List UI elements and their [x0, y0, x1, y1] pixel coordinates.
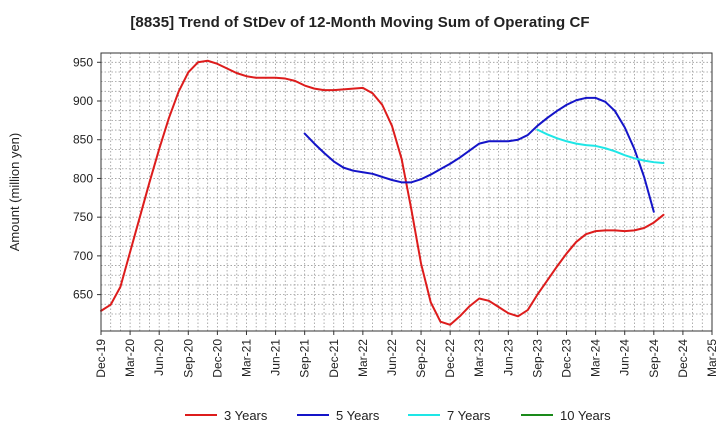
y-tick-label: 750 — [73, 210, 93, 224]
x-tick-label: Dec-24 — [676, 339, 690, 378]
y-tick-label: 900 — [73, 94, 93, 108]
x-tick-label: Dec-22 — [443, 339, 457, 378]
legend-label: 7 Years — [447, 408, 491, 423]
y-tick-label: 850 — [73, 133, 93, 147]
x-tick-label: Dec-19 — [94, 339, 108, 378]
series-lines — [100, 59, 665, 326]
x-tick-label: Mar-25 — [705, 339, 719, 377]
legend-label: 3 Years — [224, 408, 268, 423]
x-tick-label: Sep-24 — [647, 339, 661, 378]
x-tick-label: Dec-23 — [560, 339, 574, 378]
y-axis-ticks: 650 700 750 800 850 900 950 — [73, 55, 101, 302]
y-tick-label: 800 — [73, 171, 93, 185]
x-tick-label: Jun-23 — [501, 339, 515, 376]
y-tick-label: 650 — [73, 288, 93, 302]
y-tick-label: 950 — [73, 55, 93, 69]
x-tick-label: Mar-22 — [356, 339, 370, 377]
y-axis-title: Amount (million yen) — [7, 133, 22, 252]
legend-label: 10 Years — [560, 408, 611, 423]
series-line-5-years — [303, 96, 655, 213]
y-tick-label: 700 — [73, 249, 93, 263]
x-tick-label: Mar-20 — [123, 339, 137, 377]
x-tick-label: Jun-22 — [385, 339, 399, 376]
x-tick-label: Sep-22 — [414, 339, 428, 378]
x-tick-label: Mar-21 — [239, 339, 253, 377]
x-axis-ticks: Dec-19 Mar-20 Jun-20 Sep-20 Dec-20 Mar-21 Jun-… — [94, 331, 719, 378]
series-line-7-years — [536, 128, 665, 164]
x-tick-label: Sep-21 — [298, 339, 312, 378]
x-tick-label: Sep-20 — [181, 339, 195, 378]
x-tick-label: Jun-21 — [269, 339, 283, 376]
x-tick-label: Sep-23 — [530, 339, 544, 378]
x-tick-label: Mar-24 — [589, 339, 603, 377]
plot-frame — [100, 52, 713, 332]
legend: 3 Years 5 Years 7 Years 10 Years — [185, 408, 611, 423]
grid — [100, 53, 713, 331]
x-tick-label: Dec-20 — [210, 339, 224, 378]
x-tick-label: Jun-20 — [152, 339, 166, 376]
x-tick-label: Dec-21 — [327, 339, 341, 378]
x-tick-label: Jun-24 — [618, 339, 632, 376]
chart-title: [8835] Trend of StDev of 12-Month Moving… — [130, 14, 590, 31]
series-line-3-years — [100, 59, 665, 326]
legend-label: 5 Years — [336, 408, 380, 423]
x-tick-label: Mar-23 — [472, 339, 486, 377]
